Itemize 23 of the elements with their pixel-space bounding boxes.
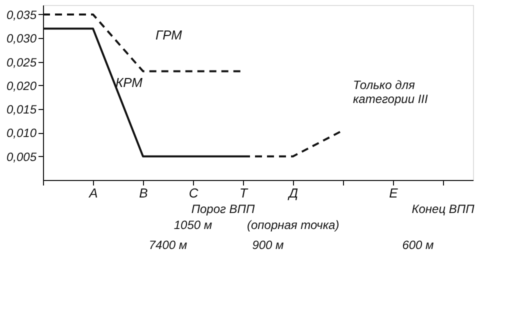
text: 1050 м [174,218,212,232]
text: 600 м [402,238,434,252]
text: 7400 м [148,238,188,252]
y-tick-label: 0,010 [6,126,37,140]
y-tick-label: 0,025 [6,55,37,70]
text: Конец ВПП [412,202,475,216]
x-tick-label: Т [240,186,249,200]
annotation: Только для категории III [353,78,428,106]
text: (опорная точка) [247,218,340,232]
x-tick-label: В [139,186,148,200]
y-tick-label: 0,020 [6,78,37,93]
y-tick-label: 0,035 [6,8,37,22]
text: Порог ВПП [191,202,255,216]
x-tick-label: Е [389,186,398,200]
series-label: КРМ [116,75,143,90]
text: ГРМ [156,28,182,43]
y-tick-label: 0,005 [6,150,37,164]
y-tick-label: 0,015 [6,102,37,117]
y-tick-label: 0,030 [6,32,37,46]
x-tick-label: Д [286,186,298,200]
x-tick-label: А [88,186,98,200]
x-tick-label: С [188,186,199,200]
text: 900 м [252,238,284,252]
